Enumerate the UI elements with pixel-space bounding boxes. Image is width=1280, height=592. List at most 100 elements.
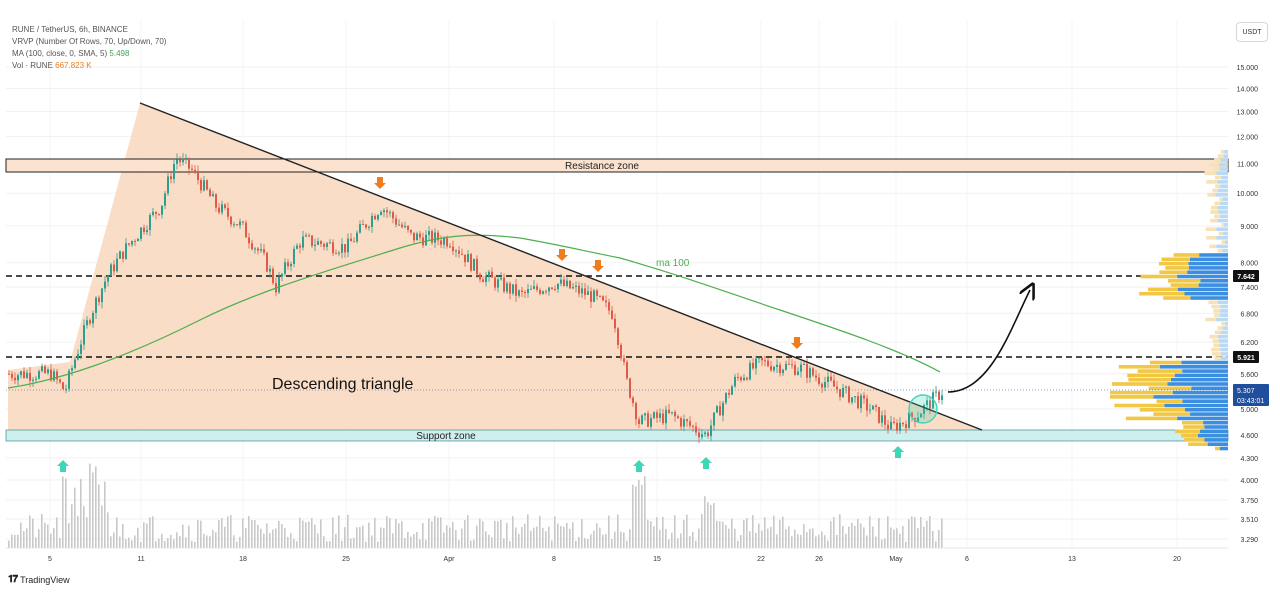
volume-bar bbox=[929, 516, 931, 548]
volume-bar bbox=[737, 540, 739, 548]
volume-bar bbox=[593, 530, 595, 548]
volume-bar bbox=[92, 472, 94, 548]
volume-profile bbox=[1110, 150, 1228, 451]
candle-body bbox=[257, 248, 259, 251]
candle-body bbox=[71, 368, 73, 371]
volume-bar bbox=[305, 522, 307, 548]
candle-body bbox=[668, 409, 670, 413]
volume-bar bbox=[404, 538, 406, 548]
price-axis[interactable]: 15.000 14.000 13.000 12.000 11.000 10.000 9.00… bbox=[1237, 65, 1259, 544]
volume-bar bbox=[359, 526, 361, 548]
volume-bar bbox=[872, 526, 874, 548]
volume-bar bbox=[632, 484, 634, 548]
candle-body bbox=[104, 281, 106, 289]
profile-row-up bbox=[1219, 309, 1228, 313]
currency-button[interactable]: USDT bbox=[1236, 22, 1268, 42]
candle-body bbox=[701, 434, 703, 438]
candle-body bbox=[554, 288, 556, 290]
volume-bar bbox=[587, 539, 589, 548]
profile-row-down bbox=[1128, 377, 1171, 382]
volume-bar bbox=[599, 527, 601, 548]
profile-row-down bbox=[1207, 193, 1216, 197]
volume-bar bbox=[485, 531, 487, 548]
candle-body bbox=[239, 221, 241, 226]
volume-bar bbox=[89, 463, 91, 548]
candle-body bbox=[29, 372, 31, 381]
volume-bar bbox=[494, 520, 496, 548]
volume-bar bbox=[314, 524, 316, 548]
profile-row-down bbox=[1111, 382, 1168, 386]
volume-bar bbox=[167, 538, 169, 548]
volume-bar bbox=[491, 537, 493, 548]
volume-bar bbox=[149, 517, 151, 548]
candle-body bbox=[788, 363, 790, 365]
candle-body bbox=[461, 253, 463, 255]
volume-bar bbox=[767, 528, 769, 548]
candle-body bbox=[800, 364, 802, 372]
profile-row-down bbox=[1217, 154, 1224, 158]
profile-row-down bbox=[1214, 158, 1221, 163]
volume-bar bbox=[86, 517, 88, 548]
volume-bar bbox=[266, 523, 268, 548]
y-tick-label: 6.200 bbox=[1240, 340, 1258, 347]
candle-body bbox=[641, 415, 643, 424]
candle-body bbox=[176, 159, 178, 164]
volume-bar bbox=[917, 528, 919, 548]
volume-bar bbox=[710, 505, 712, 548]
volume-bar bbox=[863, 527, 865, 548]
up-arrow-icon bbox=[633, 460, 645, 472]
volume-bar bbox=[680, 533, 682, 548]
volume-bar bbox=[251, 520, 253, 548]
candle-body bbox=[530, 288, 532, 290]
candle-body bbox=[560, 279, 562, 284]
profile-row-up bbox=[1191, 386, 1228, 391]
candle-body bbox=[74, 359, 76, 369]
x-tick-label: May bbox=[889, 556, 903, 563]
candle-body bbox=[221, 204, 223, 213]
candle-body bbox=[617, 328, 619, 345]
candle-body bbox=[923, 405, 925, 414]
y-tick-label: 9.000 bbox=[1240, 224, 1258, 231]
candle-body bbox=[164, 193, 166, 206]
profile-row-up bbox=[1217, 188, 1228, 193]
candle-body bbox=[854, 396, 856, 398]
profile-row-up bbox=[1219, 446, 1228, 451]
candle-body bbox=[590, 291, 592, 302]
volume-bar bbox=[698, 528, 700, 548]
candle-body bbox=[695, 426, 697, 433]
volume-bar bbox=[350, 538, 352, 548]
candle-body bbox=[752, 362, 754, 369]
resistance-zone-label: Resistance zone bbox=[565, 161, 639, 172]
candle-body bbox=[908, 412, 910, 429]
profile-row-down bbox=[1110, 395, 1154, 399]
volume-bar bbox=[116, 517, 118, 548]
candle-body bbox=[338, 252, 340, 254]
candle-body bbox=[569, 280, 571, 289]
y-tick-label: 3.750 bbox=[1240, 498, 1258, 505]
volume-bar bbox=[857, 519, 859, 548]
candle-body bbox=[614, 318, 616, 329]
legend-ma-label: MA (100, close, 0, SMA, 5) bbox=[12, 49, 108, 58]
time-axis[interactable]: 5 11 18 25 Apr 8 15 22 26 May 6 13 20 bbox=[48, 556, 1181, 563]
candle-body bbox=[758, 357, 760, 359]
profile-row-down bbox=[1159, 270, 1188, 274]
candle-body bbox=[773, 366, 775, 371]
volume-bar bbox=[278, 520, 280, 548]
volume-bar bbox=[374, 517, 376, 548]
x-tick-label: 6 bbox=[965, 556, 969, 563]
profile-row-down bbox=[1208, 162, 1219, 167]
volume-bar bbox=[26, 528, 28, 548]
candle-body bbox=[848, 386, 850, 403]
volume-bar bbox=[320, 519, 322, 548]
volume-bar bbox=[704, 496, 706, 548]
volume-bar bbox=[860, 523, 862, 548]
profile-row-up bbox=[1198, 283, 1228, 287]
candle-body bbox=[341, 244, 343, 253]
volume-bar bbox=[569, 528, 571, 548]
candle-body bbox=[470, 254, 472, 271]
volume-bar bbox=[629, 529, 631, 548]
candle-body bbox=[743, 377, 745, 381]
volume-bar bbox=[272, 529, 274, 548]
candle-body bbox=[278, 276, 280, 293]
